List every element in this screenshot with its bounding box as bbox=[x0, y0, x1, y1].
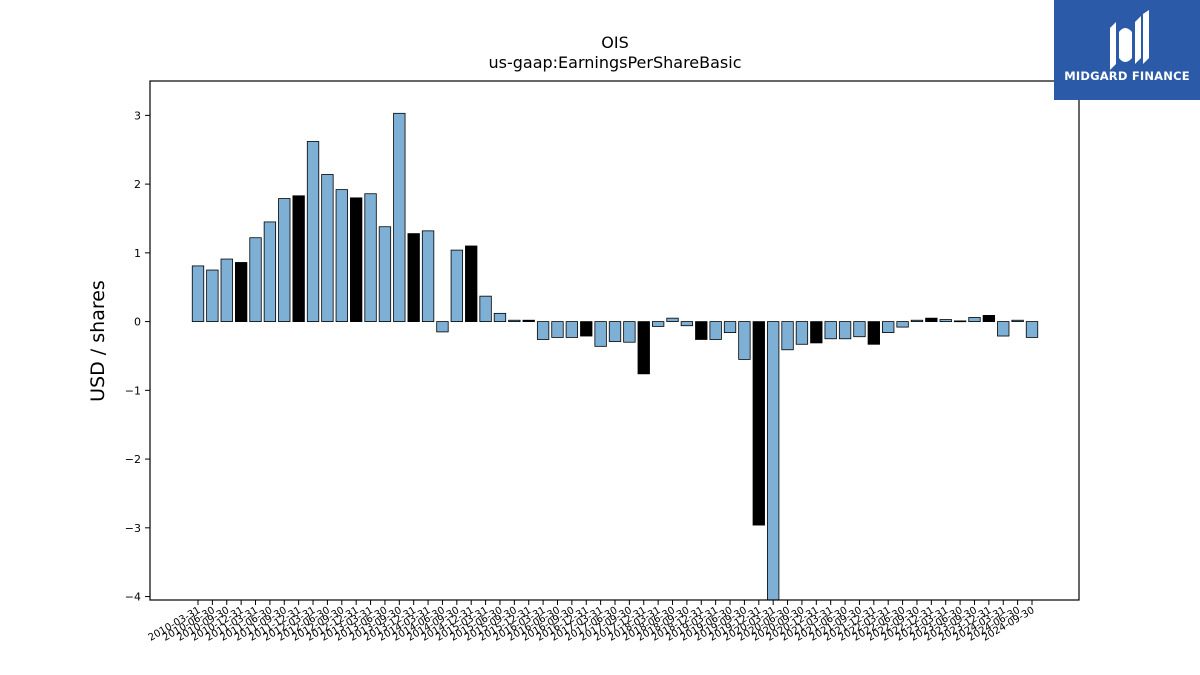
bar-2018-03-31 bbox=[651, 321, 665, 327]
y-tick-label: 3 bbox=[134, 109, 141, 122]
bar-2016-12-31 bbox=[580, 321, 593, 337]
bar-2011-12-31 bbox=[292, 195, 305, 322]
bar-2016-09-30 bbox=[565, 321, 579, 338]
bar-2016-03-31 bbox=[536, 321, 550, 340]
y-axis-label: USD / shares bbox=[87, 280, 109, 402]
bar-2022-09-30 bbox=[910, 319, 924, 322]
bar-2022-03-31 bbox=[882, 321, 895, 333]
bar-2019-06-30 bbox=[723, 321, 737, 333]
bar-2015-06-30 bbox=[493, 312, 507, 322]
bar-2017-03-31 bbox=[594, 321, 607, 347]
bar-2019-12-31 bbox=[752, 321, 765, 526]
bar-2015-12-31 bbox=[522, 319, 535, 322]
bar-2017-06-30 bbox=[608, 321, 622, 342]
bars-group bbox=[191, 112, 1039, 601]
y-tick-label: 2 bbox=[134, 178, 141, 191]
bar-2012-03-31 bbox=[306, 141, 320, 322]
plot-area-frame bbox=[149, 80, 1080, 601]
bar-2023-06-30 bbox=[953, 320, 967, 323]
bar-2018-09-30 bbox=[680, 321, 694, 327]
bar-2018-12-31 bbox=[695, 321, 708, 340]
y-tick-label: −1 bbox=[125, 384, 141, 397]
bar-2024-06-30 bbox=[1011, 319, 1024, 322]
bar-2013-09-30 bbox=[393, 112, 406, 322]
bar-2020-12-31 bbox=[810, 321, 823, 344]
y-axis-ticks: 3 2 1 0 −1 −2 −3 −4 bbox=[125, 109, 150, 604]
bar-2019-03-31 bbox=[709, 321, 722, 340]
bar-2015-09-30 bbox=[508, 319, 521, 322]
y-tick-label: −3 bbox=[125, 522, 141, 535]
bar-2012-09-30 bbox=[335, 189, 348, 322]
bar-2021-06-30 bbox=[838, 321, 852, 340]
bar-2021-09-30 bbox=[853, 321, 866, 338]
bar-2011-09-30 bbox=[278, 198, 291, 322]
bar-2010-03-31 bbox=[191, 265, 205, 322]
bar-2022-06-30 bbox=[896, 321, 909, 328]
bar-2024-09-30 bbox=[1025, 321, 1039, 338]
bar-2014-06-30 bbox=[436, 321, 449, 333]
bar-2023-12-31 bbox=[982, 315, 996, 322]
y-tick-label: −4 bbox=[125, 591, 141, 604]
bar-2023-03-31 bbox=[939, 319, 952, 322]
bar-2021-03-31 bbox=[824, 321, 837, 340]
bar-2013-06-30 bbox=[378, 226, 392, 322]
bar-2014-03-31 bbox=[421, 230, 435, 322]
bar-2021-12-31 bbox=[867, 321, 880, 345]
bar-2014-09-30 bbox=[450, 249, 463, 322]
bar-2022-12-31 bbox=[925, 317, 938, 322]
bar-2024-03-31 bbox=[997, 321, 1010, 337]
bar-2023-09-30 bbox=[968, 317, 981, 322]
bar-2010-12-31 bbox=[234, 262, 248, 322]
y-tick-label: 1 bbox=[134, 247, 141, 260]
bar-2020-09-30 bbox=[795, 321, 809, 345]
bar-2019-09-30 bbox=[738, 321, 751, 360]
bar-2011-06-30 bbox=[263, 221, 277, 322]
bar-2011-03-31 bbox=[249, 237, 262, 322]
y-tick-label: −2 bbox=[125, 453, 141, 466]
bar-2010-09-30 bbox=[220, 258, 233, 322]
bar-2018-06-30 bbox=[666, 317, 679, 322]
x-axis-ticks: 2010-03-312010-06-302010-09-302010-12-31… bbox=[147, 600, 1037, 644]
bar-2012-12-31 bbox=[350, 197, 363, 322]
bar-2020-06-30 bbox=[781, 321, 794, 351]
y-tick-label: 0 bbox=[134, 316, 141, 329]
midgard-logo-mark-icon bbox=[1054, 0, 1200, 100]
bar-2010-06-30 bbox=[206, 269, 219, 322]
bar-2017-09-30 bbox=[623, 321, 636, 343]
chart-title: OIS bbox=[601, 33, 628, 52]
bar-2013-03-31 bbox=[364, 193, 377, 322]
bar-2020-03-31 bbox=[767, 321, 780, 601]
logo-wordmark: MIDGARD FINANCE bbox=[1064, 69, 1190, 83]
bar-2016-06-30 bbox=[551, 321, 564, 338]
bar-2013-12-31 bbox=[407, 233, 420, 322]
bar-2012-06-30 bbox=[321, 174, 334, 322]
bar-2015-03-31 bbox=[479, 295, 492, 322]
bar-2017-12-31 bbox=[637, 321, 650, 375]
midgard-finance-logo: MIDGARD FINANCE bbox=[1054, 0, 1200, 100]
bar-2014-12-31 bbox=[465, 245, 478, 322]
chart-subtitle: us-gaap:EarningsPerShareBasic bbox=[488, 53, 741, 72]
